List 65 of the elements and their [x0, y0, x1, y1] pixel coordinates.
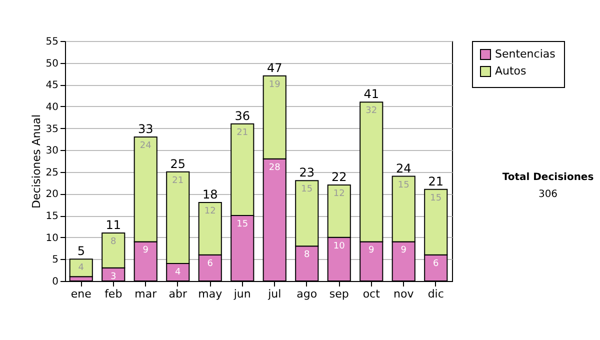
data-label: 9: [368, 246, 375, 256]
data-label: 12: [333, 189, 345, 199]
data-label: 4: [78, 263, 84, 274]
y-tick-label: 10: [46, 232, 58, 244]
y-tick-label: 55: [46, 36, 58, 48]
total-label: 24: [396, 161, 412, 176]
x-tick-label: mar: [134, 288, 158, 300]
total-label: 36: [234, 108, 250, 123]
x-tick-label: sep: [329, 288, 349, 300]
data-label: 6: [207, 258, 214, 269]
legend-label: Sentencias: [495, 48, 556, 60]
y-tick-label: 20: [46, 189, 58, 200]
x-tick-label: dic: [428, 288, 444, 300]
data-label: 19: [268, 80, 281, 90]
total-label: 22: [331, 170, 347, 184]
y-tick-label: 50: [46, 58, 58, 70]
y-tick-label: 0: [52, 276, 58, 288]
y-tick-label: 5: [52, 254, 58, 266]
x-tick-label: may: [198, 288, 223, 300]
x-tick-label: feb: [104, 288, 122, 300]
x-tick-label: oct: [362, 288, 381, 300]
total-label: 33: [138, 122, 154, 136]
data-label: 15: [236, 220, 248, 230]
data-label: 15: [398, 180, 410, 190]
data-label: 4: [175, 268, 182, 278]
x-tick-label: ene: [70, 288, 92, 300]
y-tick-label: 45: [46, 80, 58, 92]
x-tick-label: jul: [267, 288, 282, 300]
y-tick-label: 25: [46, 167, 58, 178]
y-axis-title: Decisiones Anual: [30, 114, 43, 209]
data-label: 32: [366, 106, 378, 116]
text: 306: [537, 189, 559, 200]
legend-label: Autos: [495, 64, 527, 78]
data-label: 6: [433, 258, 440, 269]
data-label: 9: [142, 246, 149, 256]
data-label: 3: [110, 272, 116, 282]
total-label: 21: [428, 174, 444, 188]
bar: [69, 258, 93, 278]
total-label: 11: [106, 218, 122, 232]
data-label: 21: [236, 128, 248, 138]
data-label: 15: [430, 193, 442, 204]
y-tick-label: 15: [46, 211, 58, 222]
data-label: 12: [204, 206, 216, 216]
total-label: 5: [77, 244, 85, 258]
x-tick-label: ago: [296, 288, 318, 300]
y-tick-label: 35: [46, 124, 58, 135]
data-label: 8: [110, 237, 117, 247]
text: Total Decisiones: [501, 172, 595, 183]
data-label: 8: [304, 250, 310, 260]
y-tick-label: 30: [46, 146, 58, 157]
total-label: 47: [266, 60, 282, 75]
total-label: 25: [170, 156, 186, 171]
y-tick-label: 40: [46, 102, 58, 113]
total-label: 23: [299, 166, 315, 180]
data-label: 15: [301, 184, 313, 195]
total-label: 18: [202, 187, 218, 202]
data-label: 28: [268, 162, 281, 173]
data-label: 10: [333, 241, 346, 252]
x-tick-label: nov: [394, 288, 414, 300]
x-tick-label: jun: [232, 288, 251, 300]
data-label: 21: [172, 176, 184, 186]
total-label: 41: [364, 87, 380, 102]
data-label: 9: [400, 246, 407, 256]
data-label: 24: [140, 141, 152, 151]
x-tick-label: abr: [168, 288, 188, 300]
